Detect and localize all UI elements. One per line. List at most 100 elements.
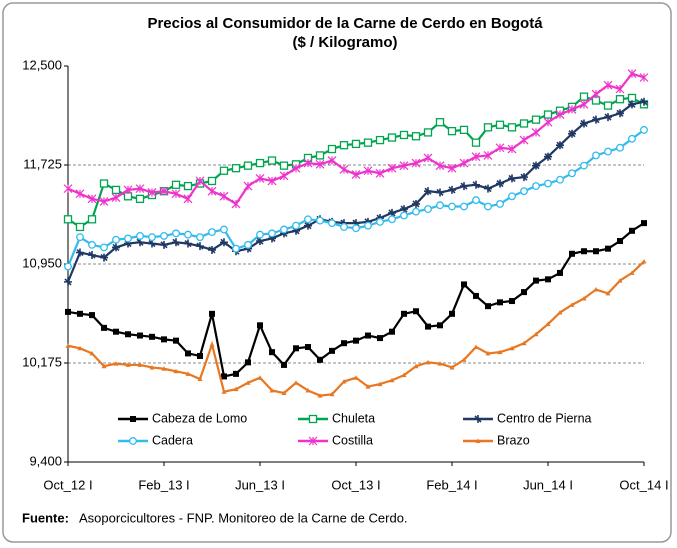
source-label: Fuente: <box>22 510 69 525</box>
marker <box>459 158 469 168</box>
marker <box>255 173 265 183</box>
marker <box>449 364 455 370</box>
marker <box>580 161 588 170</box>
marker <box>629 270 635 275</box>
marker <box>472 180 480 189</box>
marker <box>603 101 613 110</box>
marker <box>279 161 289 170</box>
marker <box>123 185 133 195</box>
marker <box>629 227 635 234</box>
marker <box>293 380 299 385</box>
marker <box>377 381 383 387</box>
marker <box>447 163 457 173</box>
marker <box>519 135 529 145</box>
marker <box>533 277 539 284</box>
marker <box>125 331 131 338</box>
marker <box>557 269 563 276</box>
marker <box>339 165 349 174</box>
marker <box>183 194 193 204</box>
marker <box>245 359 251 366</box>
marker <box>160 240 168 249</box>
marker <box>135 184 145 194</box>
marker <box>484 202 492 211</box>
marker <box>363 166 373 176</box>
marker <box>545 276 551 283</box>
y-tick-label: 9,400 <box>29 453 62 468</box>
legend-label: Brazo <box>497 433 530 447</box>
marker <box>424 187 432 196</box>
legend-label: Centro de Pierna <box>497 411 592 425</box>
marker <box>327 144 337 154</box>
marker <box>399 161 409 171</box>
marker <box>292 221 300 230</box>
marker <box>161 366 167 371</box>
marker <box>87 194 97 204</box>
legend-marker <box>308 414 318 424</box>
marker <box>640 125 648 134</box>
marker <box>557 310 563 315</box>
legend-label: Cabeza de Lomo <box>152 411 247 425</box>
marker <box>449 310 455 317</box>
y-tick-label: 11,725 <box>23 156 62 171</box>
marker <box>341 340 347 347</box>
marker <box>231 199 241 209</box>
marker <box>209 310 215 317</box>
marker <box>628 100 636 109</box>
marker <box>531 128 541 137</box>
marker <box>628 134 636 143</box>
marker <box>101 363 107 369</box>
legend-marker <box>129 437 137 445</box>
marker <box>185 350 191 357</box>
marker <box>579 99 589 109</box>
marker <box>75 189 85 199</box>
marker <box>375 168 385 178</box>
marker <box>184 239 192 248</box>
marker <box>353 337 359 344</box>
marker <box>497 299 503 306</box>
marker <box>616 143 624 152</box>
marker <box>545 321 551 327</box>
marker <box>461 281 467 288</box>
series <box>63 69 649 209</box>
marker <box>471 152 481 162</box>
marker <box>627 69 637 79</box>
marker <box>243 181 253 191</box>
marker <box>447 126 457 136</box>
marker <box>424 205 432 214</box>
marker <box>592 115 600 124</box>
marker <box>317 356 323 363</box>
marker <box>532 161 540 170</box>
marker <box>363 138 373 147</box>
marker <box>520 173 528 182</box>
marker <box>208 245 216 254</box>
marker <box>496 179 504 188</box>
marker <box>268 229 276 238</box>
marker <box>568 129 576 138</box>
marker <box>269 387 275 393</box>
marker <box>100 253 108 262</box>
marker <box>591 89 601 99</box>
marker <box>293 345 299 352</box>
marker <box>387 163 397 173</box>
marker <box>509 298 515 305</box>
series <box>65 220 647 380</box>
marker <box>184 230 192 239</box>
marker <box>111 193 121 202</box>
marker <box>88 240 96 249</box>
x-tick-label: Jun_13 I <box>235 477 285 492</box>
marker <box>399 130 409 140</box>
marker <box>497 349 503 355</box>
marker <box>316 216 324 225</box>
marker <box>280 225 288 234</box>
legend-marker <box>474 415 482 423</box>
marker <box>581 248 587 255</box>
y-tick-label: 10,175 <box>22 354 62 369</box>
marker <box>339 141 349 150</box>
marker <box>639 73 649 82</box>
marker <box>64 277 72 286</box>
marker <box>412 199 420 208</box>
marker <box>377 335 383 342</box>
marker <box>233 386 239 392</box>
marker <box>172 238 180 247</box>
